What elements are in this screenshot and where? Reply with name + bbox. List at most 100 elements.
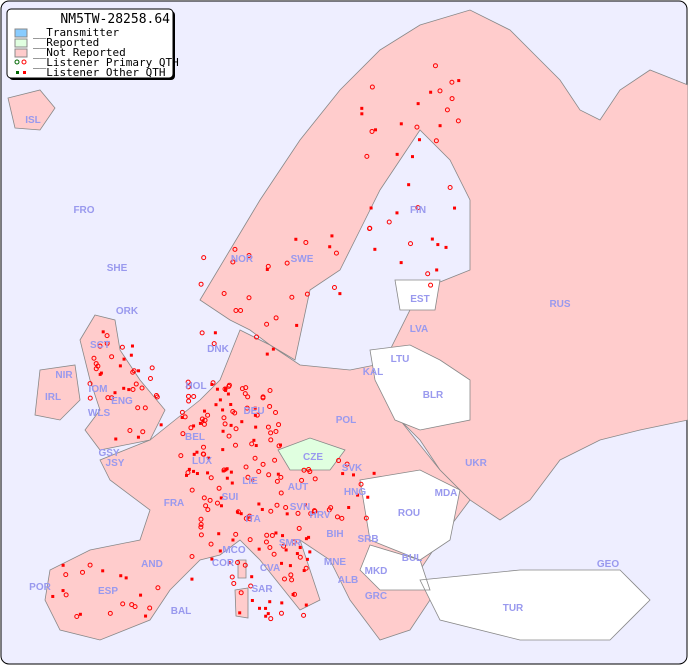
listener-primary-marker (433, 138, 439, 144)
listener-other-marker (266, 612, 270, 616)
listener-other-marker (127, 388, 131, 392)
listener-other-marker (250, 575, 254, 579)
listener-other-marker (224, 387, 228, 391)
legend-label: __Listener Primary QTH (33, 56, 179, 69)
listener-primary-marker (428, 282, 434, 288)
listener-primary-marker (235, 509, 241, 515)
listener-other-marker (159, 423, 163, 427)
country-label-ltu: LTU (391, 354, 410, 365)
country-label-fin: FIN (410, 205, 426, 216)
listener-primary-marker (243, 464, 249, 470)
listener-primary-marker (95, 363, 101, 369)
listener-other-marker (260, 507, 264, 511)
listener-primary-marker (367, 225, 373, 231)
listener-primary-marker (283, 505, 289, 511)
corsica (237, 559, 247, 579)
listener-other-marker (229, 423, 233, 427)
listener-other-marker (192, 424, 196, 428)
listener-primary-marker (303, 565, 309, 571)
listener-primary-marker (211, 341, 217, 347)
country-label-bih: BIH (326, 529, 343, 540)
country-label-sct: SCT (90, 340, 110, 351)
listener-primary-marker (246, 295, 252, 301)
country-label-pol: POL (336, 415, 357, 426)
listener-other-marker (238, 611, 242, 615)
country-label-bal: BAL (171, 606, 192, 617)
listener-other-marker (271, 347, 275, 351)
listener-other-marker (221, 408, 225, 412)
listener-primary-marker (185, 384, 191, 390)
listener-other-marker (366, 495, 370, 499)
listener-other-marker (230, 481, 234, 485)
listener-primary-marker (246, 252, 252, 258)
country-label-mne: MNE (324, 557, 347, 568)
listener-primary-marker (182, 414, 188, 420)
listener-other-marker (374, 128, 378, 132)
listener-other-marker (276, 472, 280, 476)
listener-primary-marker (238, 590, 244, 596)
country-label-gsy: GSY (98, 448, 119, 459)
listener-other-marker (258, 606, 262, 610)
listener-other-marker (187, 467, 191, 471)
listener-primary-marker (80, 569, 86, 575)
listener-other-marker (338, 292, 342, 296)
listener-primary-marker (252, 455, 258, 461)
listener-other-marker (203, 409, 207, 413)
listener-primary-marker (265, 263, 271, 269)
listener-primary-marker (432, 63, 438, 69)
listener-other-marker (295, 323, 299, 327)
country-label-and: AND (141, 559, 163, 570)
country-label-mco: MCO (222, 545, 246, 556)
listener-primary-marker (267, 387, 273, 393)
listener-primary-marker (233, 308, 239, 314)
country-labels: ISL FRO SHE ORK NOR SWE FIN EST RUS LVA LTU KAL BLR D… (25, 115, 619, 617)
listener-primary-marker (296, 525, 302, 531)
listener-primary-marker (231, 580, 237, 586)
listener-primary-marker (87, 381, 93, 387)
listener-other-marker (360, 112, 364, 116)
listener-primary-marker (267, 403, 273, 409)
listener-primary-marker (268, 616, 274, 622)
listener-markers (51, 63, 461, 622)
listener-primary-marker (201, 255, 207, 261)
country-label-hng: HNG (344, 487, 366, 498)
listener-primary-marker (199, 416, 205, 422)
listener-primary-marker (233, 426, 239, 432)
listener-other-marker (124, 576, 128, 580)
listener-primary-marker (207, 497, 213, 503)
legend-primary-circle-icon (21, 59, 27, 65)
listener-primary-marker (273, 315, 279, 321)
listener-primary-marker (268, 430, 274, 436)
listener-primary-marker (291, 539, 297, 545)
listener-other-marker (218, 398, 222, 402)
listener-primary-marker (268, 437, 274, 443)
listener-primary-marker (63, 592, 69, 598)
country-label-esp: ESP (98, 586, 118, 597)
listener-primary-marker (119, 344, 125, 350)
listener-primary-marker (104, 340, 110, 346)
listener-other-marker (78, 612, 82, 616)
listener-primary-marker (364, 153, 370, 159)
listener-primary-marker (153, 393, 159, 399)
listener-primary-marker (263, 539, 269, 545)
listener-other-marker (305, 557, 309, 561)
listener-primary-marker (248, 583, 254, 589)
country-label-smr: SMR (279, 538, 302, 549)
country-label-bul: BUL (402, 553, 423, 564)
listener-primary-marker (133, 381, 139, 387)
listener-primary-marker (226, 433, 232, 439)
listener-other-marker (281, 534, 285, 538)
listener-primary-marker (210, 380, 216, 386)
listener-other-marker (190, 577, 194, 581)
listener-other-marker (51, 594, 55, 598)
country-label-mkd: MKD (365, 566, 388, 577)
listener-primary-marker (284, 260, 290, 266)
listener-other-marker (294, 237, 298, 241)
listener-other-marker (399, 261, 403, 265)
listener-other-marker (139, 593, 143, 597)
listener-primary-marker (271, 551, 277, 557)
listener-primary-marker (247, 516, 253, 522)
country-label-svn: SVN (290, 502, 311, 513)
listener-other-marker (288, 564, 292, 568)
listener-primary-marker (229, 574, 235, 580)
